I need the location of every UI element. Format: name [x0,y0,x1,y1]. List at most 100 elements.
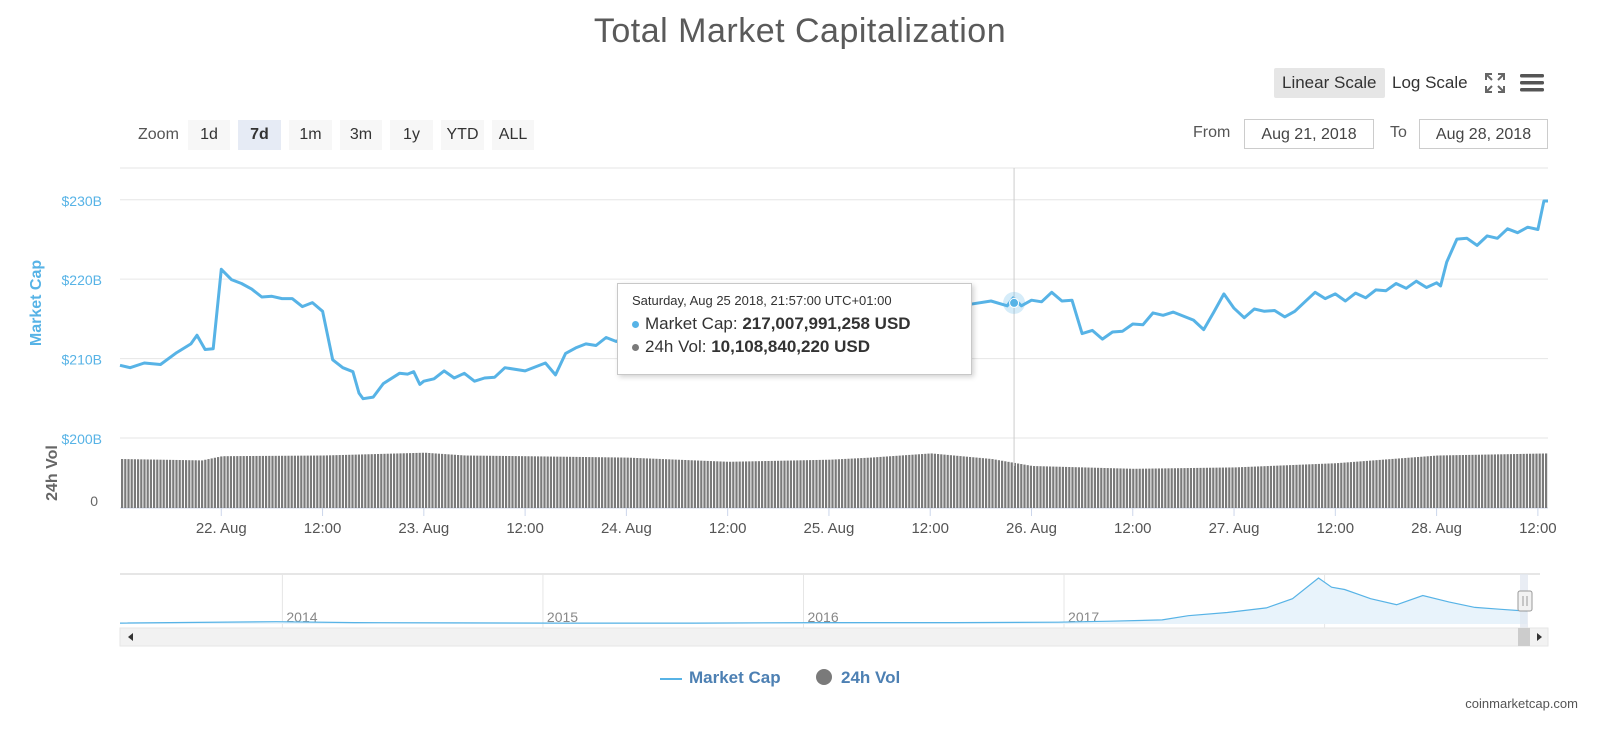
x-tick-label: 28. Aug [1411,520,1462,537]
log-scale-button[interactable]: Log Scale [1392,73,1468,92]
volume-bar [770,460,773,508]
y-axis-ticks: $200B $210B $220B $230B 0 [62,193,102,509]
volume-bar [485,455,488,508]
volume-bar [962,456,965,508]
volume-bar [386,453,389,508]
volume-bar [885,456,888,508]
zoom-button-1d[interactable]: 1d [188,120,230,150]
volume-bar [1109,468,1112,508]
volume-bar [1260,466,1263,508]
volume-bar [543,456,546,508]
volume-bar [1477,454,1480,508]
volume-bar [754,461,757,508]
volume-bar [1346,462,1349,508]
navigator-handle [1517,590,1533,612]
zoom-button-all[interactable]: ALL [492,120,534,150]
volume-bar [1381,459,1384,508]
navigator[interactable]: 20142015201620172018 [119,573,1549,647]
volume-bar [329,455,332,508]
volume-bar [1484,454,1487,508]
volume-bar [1065,466,1068,508]
volume-bar [1068,467,1071,508]
volume-bar [1241,467,1244,508]
volume-bar [466,455,469,508]
volume-bar [575,456,578,508]
volume-bar [889,456,892,508]
tooltip-market-cap-row: Market Cap: 217,007,991,258 USD [632,312,957,335]
volume-bar [725,461,728,508]
volume-bar [623,457,626,508]
volume-bar [258,455,261,508]
volume-bar [1359,461,1362,508]
volume-bar [1308,464,1311,508]
to-date-input[interactable]: Aug 28, 2018 [1419,119,1548,149]
volume-bar [1295,464,1298,508]
tooltip-market-cap-label: Market Cap: [645,314,738,333]
from-date-input[interactable]: Aug 21, 2018 [1244,119,1374,149]
zoom-button-1y[interactable]: 1y [390,120,433,150]
volume-bar [1458,455,1461,508]
volume-bar [473,455,476,508]
volume-bar [1292,464,1295,508]
volume-bar [773,460,776,508]
volume-bar [178,460,181,508]
volume-bar [1055,466,1058,508]
volume-bar [389,453,392,508]
volume-bar [703,460,706,508]
volume-bar [818,459,821,508]
volume-bar [265,455,268,508]
volume-bar [1340,462,1343,508]
volume-bar [1164,468,1167,508]
volume-bar [607,457,610,508]
legend-volume[interactable]: 24h Vol [816,668,900,688]
volume-bar [181,460,184,508]
volume-bar [924,453,927,508]
volume-bar [441,453,444,508]
volume-bar [1189,468,1192,508]
volume-bar [825,459,828,508]
volume-bar [783,460,786,508]
volume-bar [777,460,780,508]
volume-bar [1081,467,1084,508]
volume-bar [1388,459,1391,508]
volume-bar [1455,455,1458,508]
volume-bar [1001,460,1004,508]
zoom-button-7d[interactable]: 7d [238,120,281,150]
volume-bar [517,456,520,508]
volume-bar [383,453,386,508]
volume-bar [210,458,213,508]
volume-bar [981,458,984,508]
volume-bar [1305,464,1308,508]
volume-bar [1410,457,1413,508]
volume-bar [1426,456,1429,508]
x-tick-label: 12:00 [1519,520,1557,537]
volume-bar [169,459,172,508]
volume-bar [1301,464,1304,508]
legend-market-cap[interactable]: Market Cap [660,668,781,688]
volume-bar [1497,454,1500,508]
volume-bar [604,457,607,508]
zoom-button-3m[interactable]: 3m [340,120,382,150]
volume-bar [271,455,274,508]
credits-link[interactable]: coinmarketcap.com [1465,696,1578,711]
volume-bar [492,455,495,508]
volume-bar [613,457,616,508]
menu-icon[interactable] [1518,70,1546,96]
volume-bar [610,457,613,508]
volume-bar [789,460,792,508]
legend-line-icon [660,677,682,680]
volume-bar [290,455,293,508]
navigator-line [119,577,1528,624]
zoom-button-ytd[interactable]: YTD [441,120,484,150]
volume-bar [1516,453,1519,508]
volume-bar [332,455,335,508]
volume-bar [172,459,175,508]
fullscreen-icon[interactable] [1484,72,1506,94]
zoom-button-1m[interactable]: 1m [289,120,332,150]
x-axis-ticks: 22. Aug 12:00 23. Aug 12:00 24. Aug 12:00 25. … [196,508,1557,537]
volume-bar [457,454,460,508]
linear-scale-button[interactable]: Linear Scale [1274,68,1385,98]
volume-bar [1129,468,1132,508]
volume-bar [1193,467,1196,508]
volume-bar [1353,461,1356,508]
